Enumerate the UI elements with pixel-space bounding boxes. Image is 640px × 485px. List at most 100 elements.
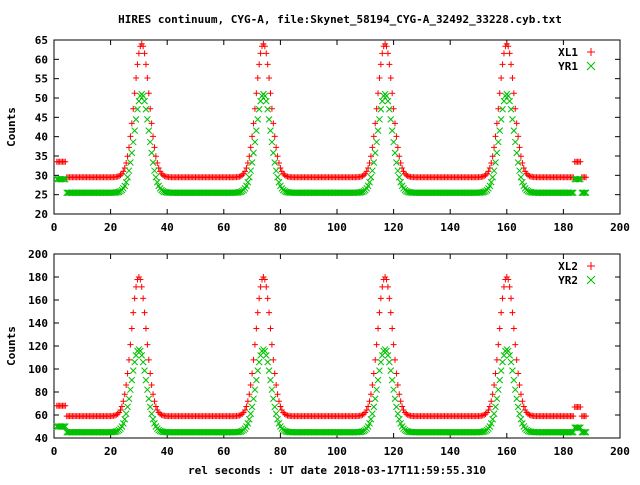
data-point	[149, 159, 157, 166]
x-tick-label: 120	[384, 221, 404, 234]
data-point	[251, 386, 259, 394]
data-point	[150, 391, 157, 398]
y-tick-label: 45	[35, 111, 48, 124]
data-point	[379, 50, 386, 57]
data-point	[124, 370, 131, 377]
data-point	[59, 175, 66, 183]
y-tick-label: 30	[35, 169, 48, 182]
x-tick-label: 160	[497, 221, 517, 234]
data-point	[121, 391, 128, 398]
data-point	[387, 116, 395, 123]
data-point	[263, 283, 270, 290]
data-point	[268, 386, 276, 394]
data-point	[277, 403, 284, 410]
data-point	[268, 105, 275, 112]
plot-frame	[53, 253, 621, 439]
data-point	[250, 120, 257, 127]
data-point	[492, 370, 499, 377]
legend-marker-YR1	[586, 61, 596, 71]
data-point	[493, 356, 500, 363]
y-tick-label: 60	[35, 409, 48, 422]
data-point	[127, 341, 134, 348]
plot-panel-1: 0 20 40 60 80 100 120 140 160 180 2002025303540455…	[5, 34, 630, 234]
data-point	[504, 347, 512, 355]
data-point	[567, 189, 574, 197]
data-point	[393, 403, 400, 411]
data-point	[247, 382, 254, 389]
data-point	[489, 153, 496, 160]
data-point	[517, 391, 524, 398]
data-point	[264, 61, 271, 68]
data-point	[489, 415, 497, 423]
data-point	[130, 309, 137, 316]
data-point	[266, 309, 273, 316]
y-tick-label: 160	[28, 294, 48, 307]
data-point	[148, 149, 155, 157]
data-point	[128, 149, 136, 157]
data-point	[255, 105, 263, 113]
data-point	[486, 403, 493, 410]
data-point	[386, 105, 393, 113]
data-point	[135, 97, 143, 105]
data-point	[498, 309, 505, 316]
data-point	[387, 75, 394, 82]
data-point	[127, 159, 134, 166]
data-point	[133, 75, 140, 82]
data-point	[369, 382, 376, 389]
data-point	[144, 75, 151, 82]
data-point	[145, 127, 153, 134]
y-tick-label: 120	[28, 340, 48, 353]
data-point	[247, 410, 255, 418]
data-point	[373, 386, 380, 394]
data-point	[245, 173, 253, 181]
data-point	[262, 351, 270, 359]
data-point	[266, 75, 273, 82]
data-point	[394, 410, 402, 418]
data-point	[392, 120, 399, 127]
data-point	[485, 407, 492, 414]
data-point	[61, 175, 69, 183]
data-point	[377, 61, 384, 68]
data-point	[371, 395, 379, 403]
data-point	[505, 43, 512, 50]
data-point	[404, 411, 411, 418]
data-point	[519, 160, 526, 167]
data-point	[144, 116, 151, 123]
series-YR1	[53, 90, 590, 197]
legend-label-YR2: YR2	[558, 274, 578, 287]
data-point	[516, 382, 523, 389]
data-point	[148, 382, 155, 389]
x-tick-label: 80	[274, 445, 287, 458]
data-point	[236, 173, 243, 180]
data-point	[141, 50, 148, 57]
legend-label-XL1: XL1	[558, 46, 578, 59]
data-point	[570, 413, 577, 420]
data-point	[145, 90, 152, 97]
data-point	[154, 160, 161, 167]
data-point	[495, 105, 502, 112]
legend-label-YR1: YR1	[558, 60, 578, 73]
data-point	[125, 356, 132, 363]
data-point	[387, 367, 395, 375]
data-point	[507, 105, 515, 113]
data-point	[253, 325, 260, 332]
data-point	[114, 173, 121, 180]
data-point	[366, 420, 373, 427]
data-point	[264, 358, 272, 366]
data-point	[271, 403, 279, 411]
data-point	[517, 173, 525, 181]
x-tick-label: 60	[217, 445, 230, 458]
data-point	[250, 356, 257, 363]
data-point	[111, 412, 118, 419]
data-point	[490, 410, 498, 418]
data-point	[269, 395, 277, 403]
data-point	[568, 189, 576, 197]
data-point	[128, 376, 136, 384]
data-point	[372, 356, 379, 363]
data-point	[384, 97, 392, 105]
data-point	[268, 138, 276, 146]
data-point	[367, 391, 374, 398]
data-point	[142, 105, 150, 113]
legend-label-XL2: XL2	[558, 260, 578, 273]
x-tick-label: 200	[610, 221, 630, 234]
